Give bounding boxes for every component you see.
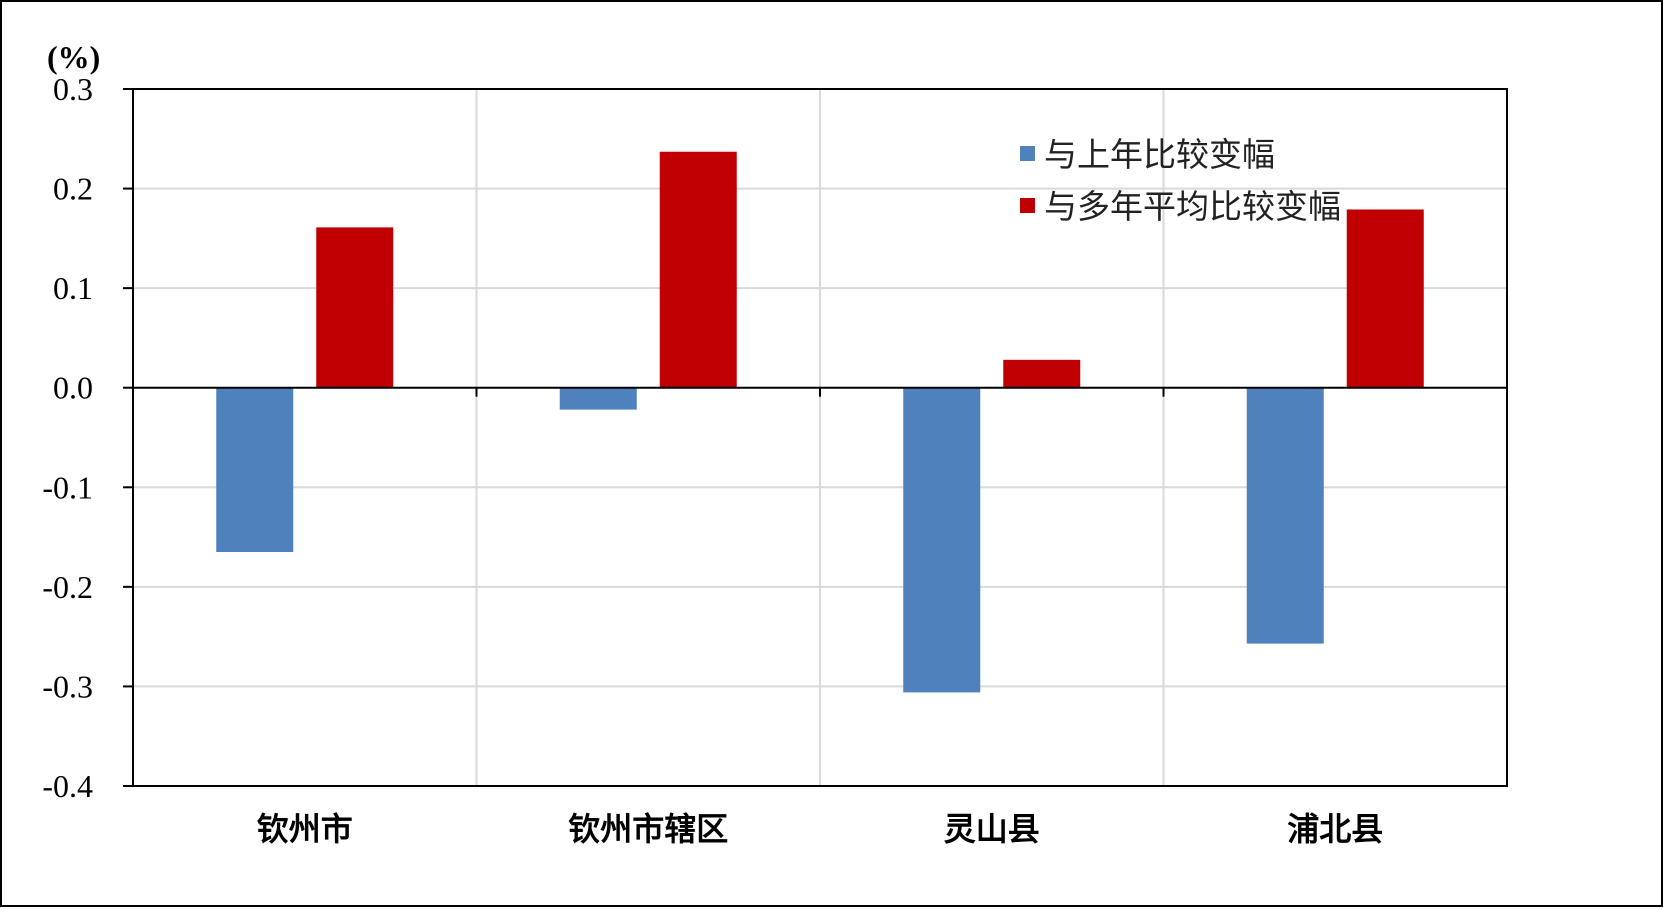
y-tick-label: -0.4 — [42, 768, 93, 804]
plot-area-border — [132, 88, 1508, 787]
y-tick-label: 0.3 — [53, 71, 93, 107]
y-tick-label: -0.1 — [42, 469, 93, 505]
bar-avg — [1346, 209, 1424, 388]
bar-avg — [659, 151, 737, 388]
category-label: 灵山县 — [944, 810, 1040, 848]
legend-swatch — [1020, 198, 1035, 213]
legend-label: 与上年比较变幅 — [1044, 135, 1275, 174]
category-label: 钦州市 — [257, 810, 353, 848]
category-label: 钦州市辖区 — [568, 810, 728, 848]
y-tick-label: -0.2 — [42, 569, 93, 605]
y-tick-label: 0.2 — [53, 171, 93, 207]
y-tick-label: 0.0 — [53, 370, 93, 406]
y-unit-label: (%) — [47, 39, 100, 75]
y-tick-label: -0.3 — [42, 668, 93, 704]
category-label: 浦北县 — [1287, 810, 1383, 848]
bar-yoy — [216, 387, 294, 553]
bar-avg — [1003, 359, 1081, 388]
legend-label: 与多年平均比较变幅 — [1044, 187, 1341, 226]
bar-yoy — [1246, 387, 1324, 644]
bar-yoy — [903, 387, 981, 693]
y-tick-label: 0.1 — [53, 270, 93, 306]
legend-swatch — [1020, 146, 1035, 161]
bar-yoy — [559, 387, 637, 410]
bar-avg — [316, 227, 394, 388]
